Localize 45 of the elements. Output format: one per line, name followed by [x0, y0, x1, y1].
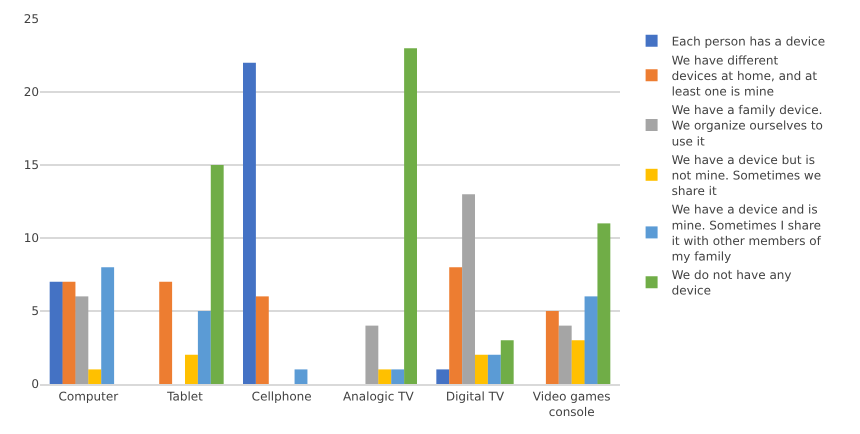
bar — [500, 340, 514, 384]
x-tick-label: Cellphone — [252, 389, 312, 404]
bar — [75, 296, 88, 384]
bar — [391, 369, 404, 384]
x-tick-label: Analogic TV — [342, 389, 414, 404]
y-tick-label: 10 — [24, 231, 39, 246]
bar — [404, 48, 417, 384]
bar — [378, 369, 392, 384]
bar — [475, 354, 488, 384]
bar — [365, 326, 378, 384]
bar — [88, 369, 102, 384]
legend-label: We do not have any device — [672, 268, 792, 298]
legend-label: Each person has a device — [672, 34, 826, 48]
bar — [572, 340, 585, 384]
legend-label: We have a device and is mine. Sometimes I share it with other members of my family — [672, 202, 822, 264]
x-tick-label: Tablet — [166, 389, 204, 404]
bar — [462, 194, 475, 384]
x-tick-label: Digital TV — [446, 389, 505, 404]
bar — [558, 326, 572, 384]
bar — [256, 296, 269, 384]
legend-label: We have a family device. We organize ourselves to use it — [672, 103, 823, 148]
bar — [436, 369, 450, 384]
x-tick-label: Computer — [58, 389, 118, 404]
y-tick-label: 20 — [24, 85, 39, 100]
bar — [185, 354, 198, 384]
y-tick-label: 25 — [24, 12, 39, 26]
bar — [449, 267, 462, 384]
x-tick-label: Video games console — [532, 389, 611, 419]
bar — [294, 369, 308, 384]
bar — [546, 311, 559, 384]
y-tick-label: 0 — [31, 377, 39, 392]
legend-label: We have different devices at home, and at least one is mine — [672, 53, 818, 98]
y-tick-label: 5 — [31, 304, 39, 318]
bar — [101, 267, 114, 384]
bar — [597, 223, 610, 384]
bar — [62, 282, 76, 384]
bar — [243, 62, 256, 384]
bar — [488, 354, 501, 384]
legend-label: We have a device but is not mine. Sometimes we share it — [672, 152, 822, 198]
bar — [584, 296, 598, 384]
bar — [210, 165, 224, 384]
bar — [159, 282, 172, 384]
bar — [50, 282, 63, 384]
y-tick-label: 15 — [24, 158, 39, 172]
bar — [198, 311, 211, 384]
